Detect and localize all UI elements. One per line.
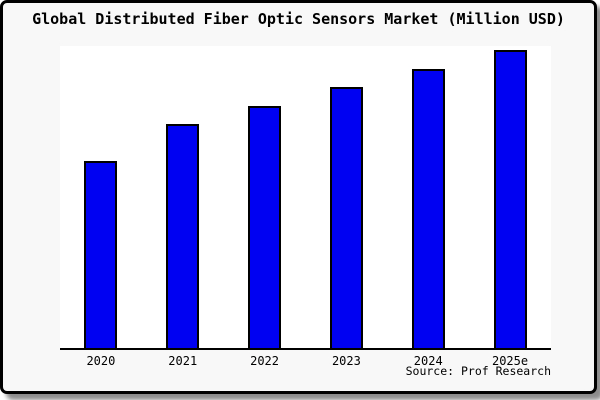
x-tick-label-2020: 2020 — [86, 354, 116, 368]
bar-2021 — [166, 124, 200, 348]
x-tick-label-2022: 2022 — [250, 354, 280, 368]
bar-2020 — [84, 161, 118, 348]
x-tick-label-2021: 2021 — [168, 354, 198, 368]
bar-series — [60, 46, 551, 348]
bar-2023 — [329, 86, 363, 348]
bar-2022 — [248, 105, 282, 348]
x-tick-label-2025e: 2025e — [491, 354, 529, 368]
plot-area — [60, 46, 551, 350]
bar-2025e — [493, 49, 527, 348]
source-credit: Source: Prof Research — [405, 364, 551, 378]
x-tick-label-2023: 2023 — [331, 354, 361, 368]
x-axis-tick-labels: 2020 2021 2022 2023 2024 2025e — [60, 354, 551, 368]
bar-2024 — [411, 68, 445, 348]
chart-title: Global Distributed Fiber Optic Sensors M… — [32, 10, 565, 28]
x-tick-label-2024: 2024 — [413, 354, 443, 368]
